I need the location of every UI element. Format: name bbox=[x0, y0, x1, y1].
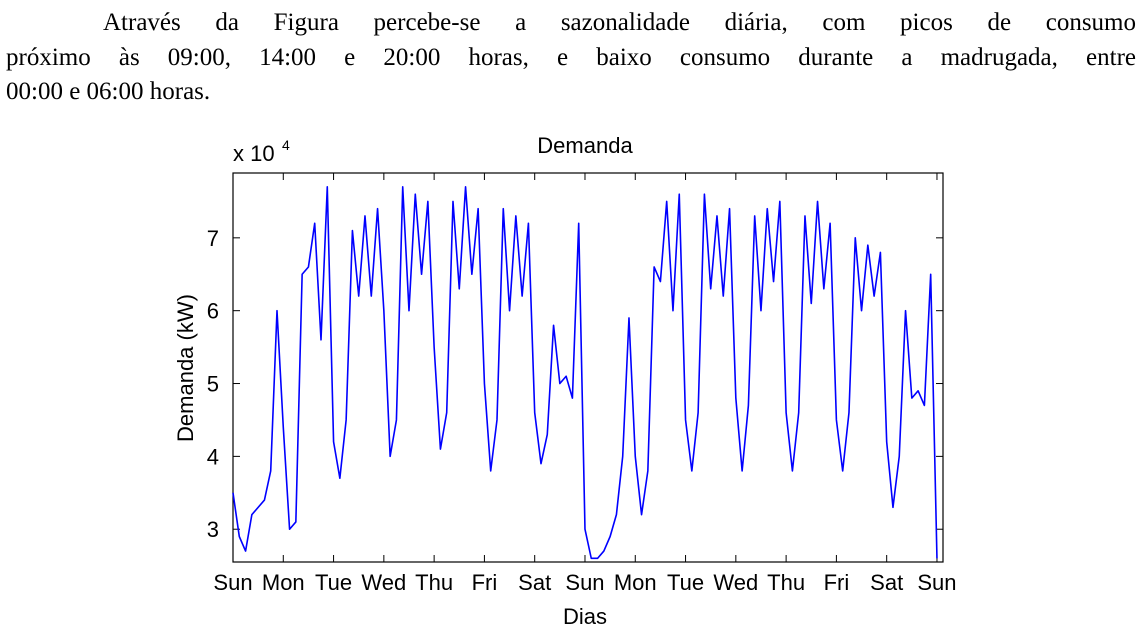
chart-title: Demanda bbox=[537, 133, 633, 158]
y-tick-label: 4 bbox=[207, 444, 219, 469]
plot-frame bbox=[232, 172, 944, 563]
x-tick-label: Wed bbox=[361, 570, 406, 595]
x-axis-label: Dias bbox=[563, 604, 607, 629]
text-line: Através da Figura percebe-se a sazonalid… bbox=[103, 9, 1136, 36]
y-axis-label: Demanda (kW) bbox=[173, 294, 198, 442]
y-tick-label: 5 bbox=[207, 372, 219, 397]
x-tick-label: Wed bbox=[713, 570, 758, 595]
x-tick-label: Mon bbox=[262, 570, 305, 595]
x-tick-label: Sat bbox=[870, 570, 903, 595]
text-line: próximo às 09:00, 14:00 e 20:00 horas, e… bbox=[6, 43, 1136, 71]
x-tick-label: Mon bbox=[614, 570, 657, 595]
x-tick-label: Thu bbox=[767, 570, 805, 595]
x-tick-label: Sun bbox=[565, 570, 604, 595]
text-line: 00:00 e 06:00 horas. bbox=[6, 78, 211, 105]
x-tick-label: Tue bbox=[667, 570, 704, 595]
x-tick-label: Sun bbox=[213, 570, 252, 595]
x-tick-label: Sat bbox=[518, 570, 551, 595]
y-multiplier: x 10 bbox=[233, 141, 275, 166]
y-tick-label: 6 bbox=[207, 299, 219, 324]
y-tick-label: 3 bbox=[207, 517, 219, 542]
x-tick-label: Fri bbox=[472, 570, 498, 595]
x-tick-label: Thu bbox=[415, 570, 453, 595]
x-tick-label: Sun bbox=[917, 570, 956, 595]
y-tick-label: 7 bbox=[207, 226, 219, 251]
y-multiplier-exponent: 4 bbox=[282, 137, 290, 153]
paragraph: Através da Figura percebe-se a sazonalid… bbox=[6, 6, 1136, 110]
x-tick-label: Tue bbox=[315, 570, 352, 595]
x-tick-label: Fri bbox=[824, 570, 850, 595]
data-line bbox=[232, 186, 938, 560]
